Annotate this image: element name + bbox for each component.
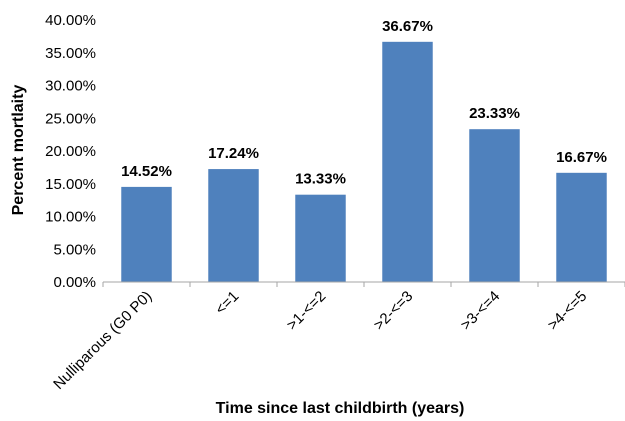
x-tick-label: >4-<=5: [544, 288, 590, 334]
y-tick-label: 0.00%: [53, 274, 96, 291]
y-tick-label: 15.00%: [45, 176, 96, 193]
data-label: 23.33%: [469, 105, 520, 122]
y-tick-label: 40.00%: [45, 12, 96, 29]
x-axis-title: Time since last childbirth (years): [216, 400, 465, 417]
data-label: 17.24%: [208, 145, 259, 162]
bar: [469, 129, 520, 282]
y-tick-label: 5.00%: [53, 241, 96, 258]
y-tick-label: 20.00%: [45, 143, 96, 160]
x-tick-label: <=1: [212, 288, 242, 318]
data-label: 36.67%: [382, 18, 433, 35]
bar: [556, 172, 607, 282]
x-tick-label: >3-<=4: [457, 288, 503, 334]
x-tick-label: Nulliparous (G0 P0): [50, 288, 155, 393]
y-tick-label: 10.00%: [45, 209, 96, 226]
y-tick-label: 25.00%: [45, 110, 96, 127]
bar: [208, 169, 259, 282]
x-tick-label: >1-<=2: [283, 288, 329, 334]
y-axis-title: Percent mortlaity: [10, 85, 27, 216]
data-label: 16.67%: [556, 149, 607, 166]
y-tick-label: 30.00%: [45, 78, 96, 95]
bar: [295, 194, 346, 282]
data-label: 13.33%: [295, 171, 346, 188]
x-tick-label: >2-<=3: [370, 288, 416, 334]
y-tick-label: 35.00%: [45, 45, 96, 62]
bar: [382, 41, 433, 283]
data-label: 14.52%: [121, 163, 172, 180]
bar: [121, 186, 172, 282]
